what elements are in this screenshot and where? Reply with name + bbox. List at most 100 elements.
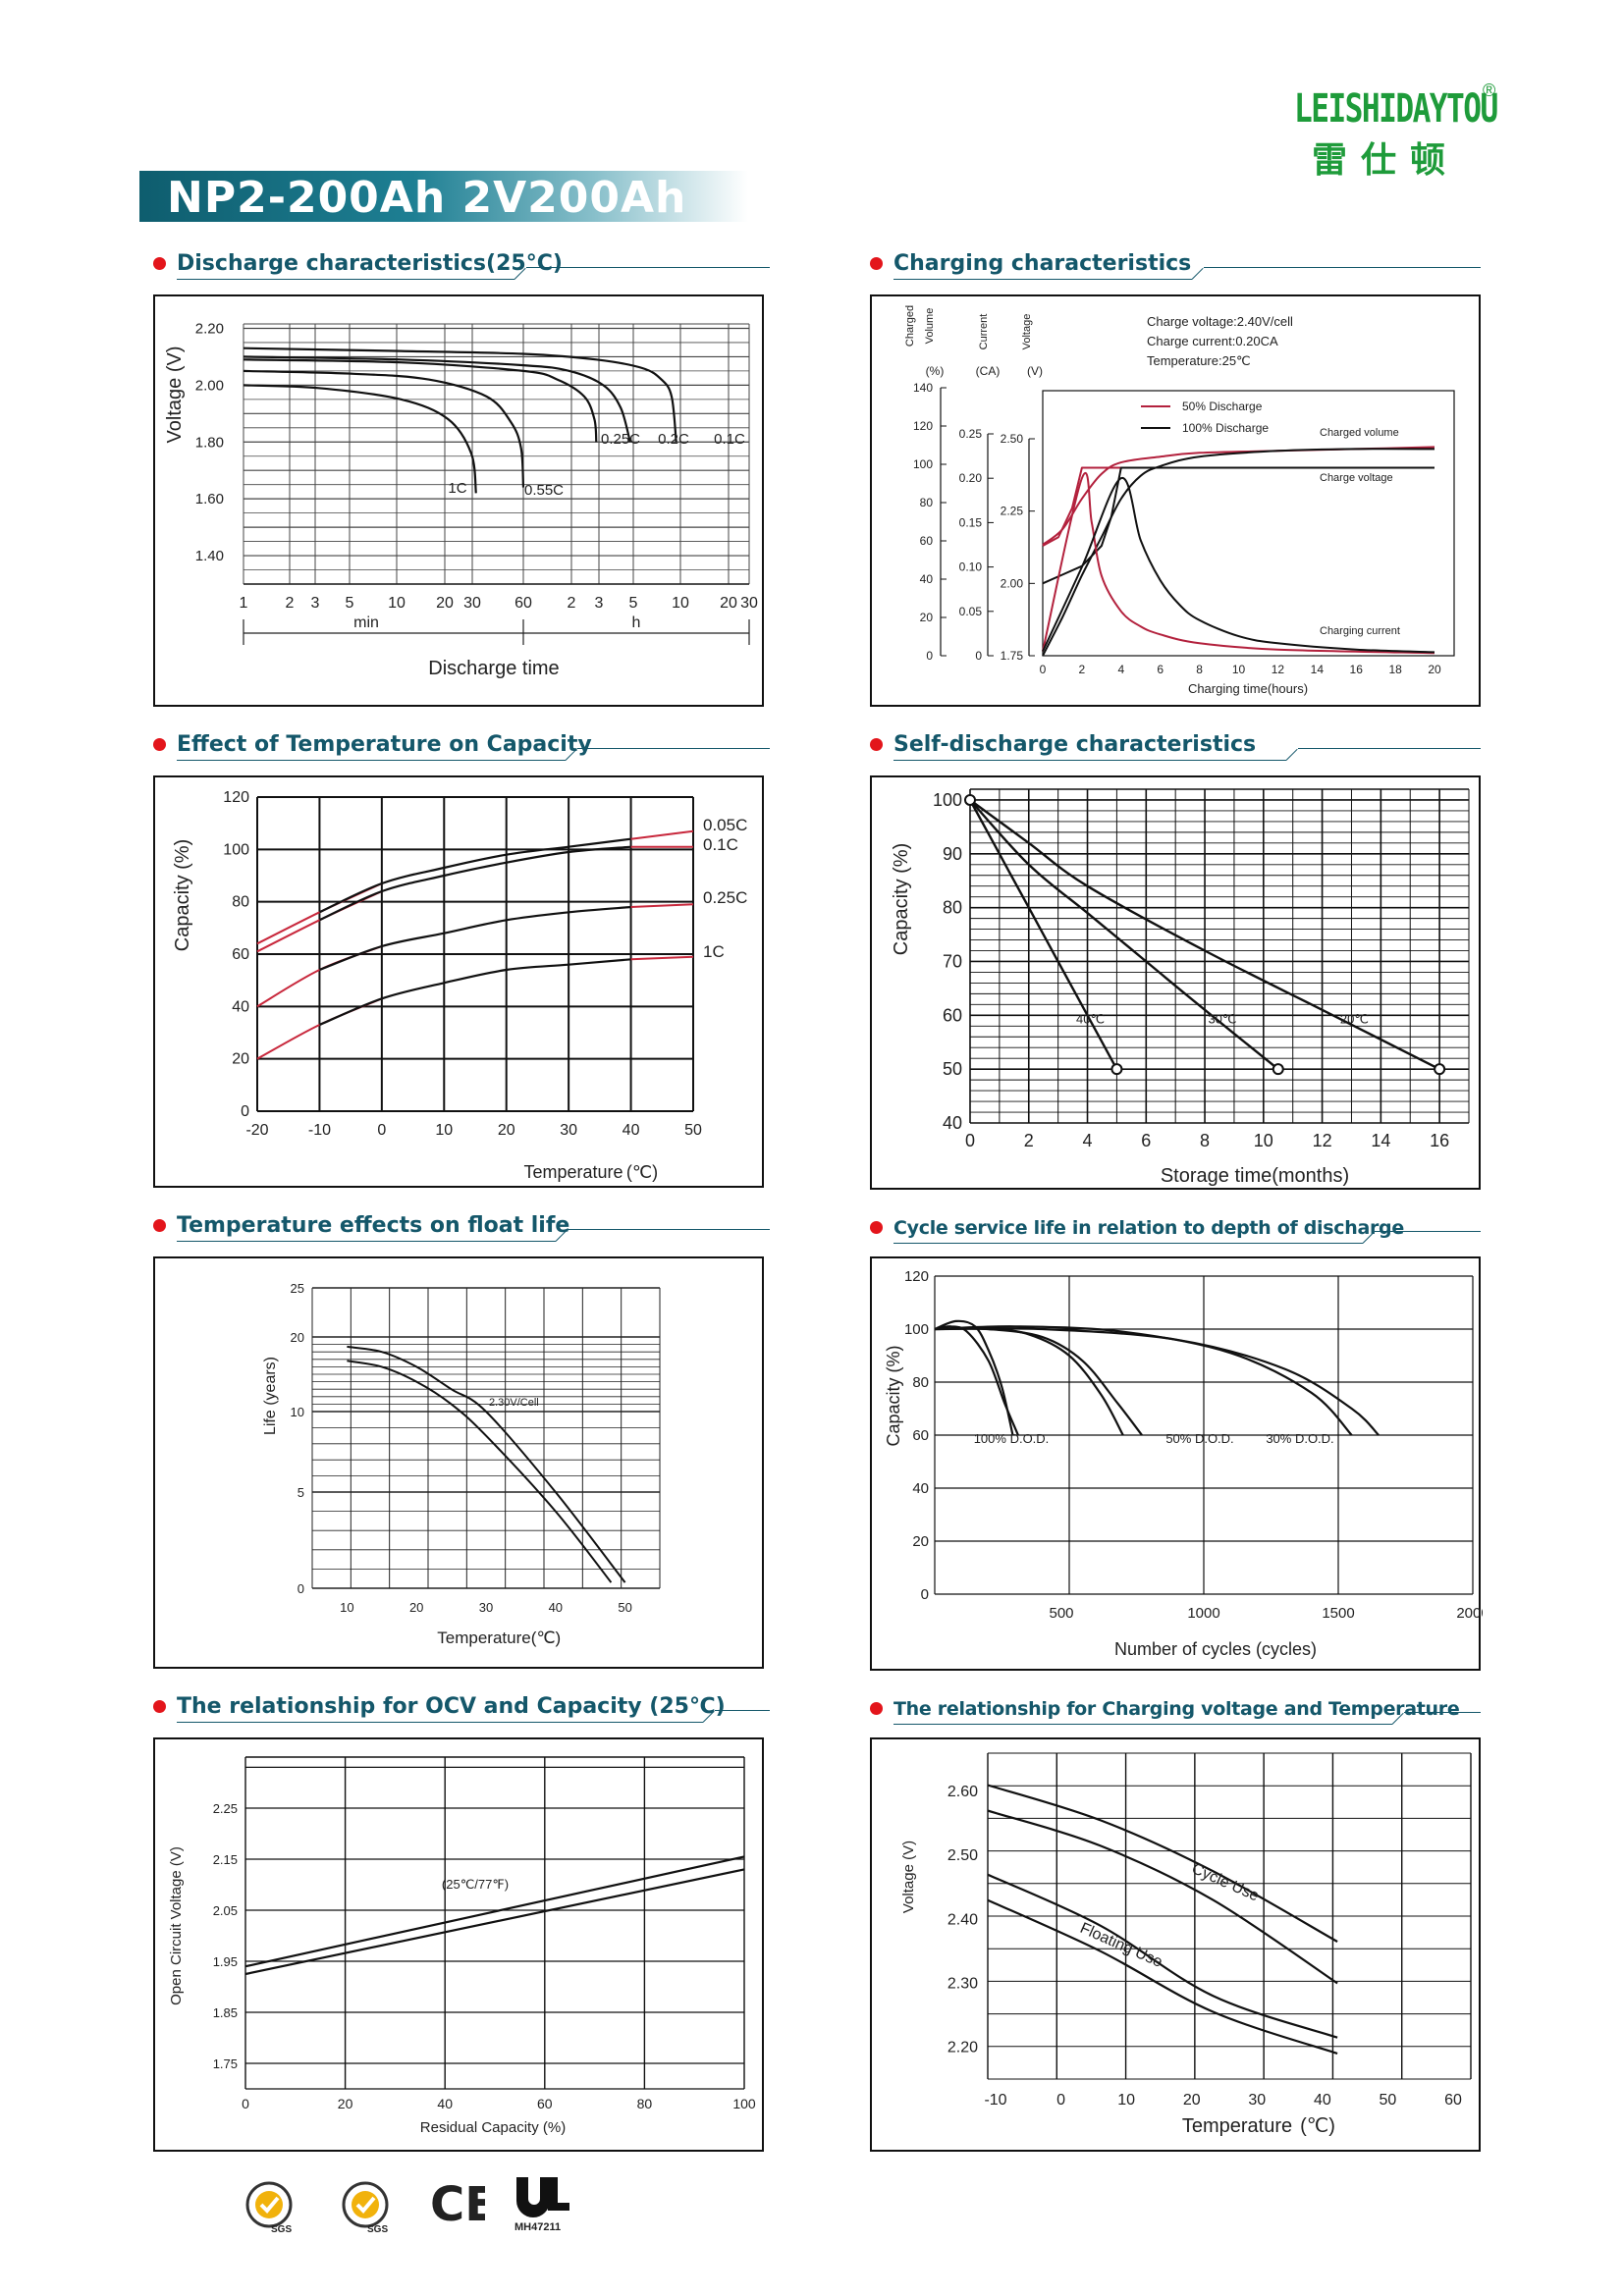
- y-tick-label: 10: [291, 1405, 304, 1419]
- y-tick-label: 1.60: [195, 491, 224, 507]
- charging-current-curve: [1042, 477, 1435, 654]
- x-tick-label: 0: [1056, 2092, 1065, 2109]
- y-tick-label: 2.30: [947, 1975, 978, 1992]
- x-axis-title: Number of cycles (cycles): [1114, 1639, 1317, 1659]
- self-discharge-line: [969, 799, 1279, 1071]
- y-tick-label: 0: [298, 1581, 304, 1596]
- float-life-chart-panel: 25 20 10 5 0 10 20 30 40 50 Life (years) Temperatur…: [153, 1256, 764, 1669]
- y-axis-title: Capacity (%): [891, 843, 912, 955]
- curve-label: Charged volume: [1320, 427, 1399, 439]
- temp-capacity-curve-0_25C: [319, 905, 631, 972]
- curve-label: Charge voltage: [1320, 472, 1393, 484]
- cycle-life-curve: [934, 1319, 1014, 1436]
- x-tick-label: 20: [498, 1122, 515, 1139]
- y-tick-label: 70: [943, 951, 962, 971]
- x-tick-label: 40: [549, 1600, 563, 1615]
- section-bullet-icon: [870, 738, 883, 751]
- start-marker: [964, 793, 976, 806]
- charge-voltage-curve: [987, 1873, 1338, 2039]
- charge-voltage-curve: [987, 1809, 1338, 1985]
- brand-logo-chinese: 雷仕顿: [1312, 140, 1460, 181]
- section-underline-slant: [1191, 267, 1204, 280]
- y-axis-title: Open Circuit Voltage (V): [168, 1846, 185, 2005]
- axis-header-volume: Volume: [924, 308, 936, 345]
- section-underline-tail: [526, 267, 770, 268]
- x-tick-label: 20: [338, 2096, 353, 2111]
- ocv-line-upper: [244, 1855, 745, 1968]
- x-tick-label: 5: [346, 595, 354, 612]
- section-underline-tail: [1298, 748, 1481, 749]
- x-tick-label: 500: [1049, 1605, 1073, 1622]
- discharge-chart: 2.202.001.801.601.401 2 3 5 10 20 30 60 2 3 5 10 20 3…: [164, 320, 758, 679]
- temp-capacity-chart-panel: 120 100 80 60 40 20 0 -20 -10 0 10 20 30 40 50 Capacity…: [153, 775, 764, 1188]
- section-underline: [177, 1241, 556, 1242]
- voltage-tick-label: 1.75: [1001, 649, 1024, 663]
- y-tick-label: 20: [291, 1330, 304, 1345]
- y-tick-label: 2.50: [947, 1847, 978, 1864]
- curve-label: 1C: [448, 480, 466, 497]
- section-underline: [893, 760, 1286, 761]
- float-life-curve-upper: [347, 1345, 626, 1583]
- x-tick-label: 20: [720, 595, 737, 612]
- axis-header-current: Current: [978, 314, 990, 350]
- y-tick-label: 2.20: [947, 2039, 978, 2056]
- page-title: NP2-200Ah 2V200Ah: [167, 173, 687, 223]
- charge-voltage-curve: [987, 1898, 1338, 2056]
- y-axis-title: Life (years): [262, 1357, 279, 1435]
- x-axis-title: Storage time(months): [1161, 1165, 1349, 1187]
- percent-tick-label: 60: [920, 534, 934, 548]
- y-tick-label: 1.85: [213, 2005, 238, 2020]
- current-tick-label: 0.20: [959, 471, 983, 485]
- x-tick-label: 6: [1141, 1131, 1151, 1150]
- temp-capacity-curve-0_05C: [318, 837, 631, 914]
- current-tick-label: 0.25: [959, 427, 983, 441]
- curve-label: 40℃: [1076, 1012, 1105, 1027]
- section-underline-tail: [715, 1710, 770, 1711]
- x-tick-label: 14: [1371, 1131, 1390, 1150]
- voltage-tick-label: 2.50: [1001, 432, 1024, 446]
- section-title-ocv: The relationship for OCV and Capacity (2…: [177, 1694, 726, 1719]
- current-tick-label: 0.10: [959, 561, 983, 574]
- x-tick-label: 60: [1444, 2092, 1462, 2109]
- dod-label: 100% D.O.D.: [974, 1431, 1050, 1446]
- y-tick-label: 1.80: [195, 434, 224, 451]
- y-tick-label: 100: [223, 841, 249, 858]
- x-tick-label: 1: [240, 595, 248, 612]
- x-tick-label: 40: [1314, 2092, 1331, 2109]
- temp-capacity-chart: 120 100 80 60 40 20 0 -20 -10 0 10 20 30 40 50 Capacity…: [172, 789, 747, 1182]
- percent-tick-label: 80: [920, 496, 934, 509]
- x-tick-label: -10: [984, 2092, 1006, 2109]
- y-tick-label: 25: [291, 1281, 304, 1296]
- x-tick-label: 50: [1380, 2092, 1397, 2109]
- x-axis-title: Temperature: [1182, 2115, 1292, 2137]
- x-tick-label: 20: [1428, 663, 1441, 676]
- section-bullet-icon: [153, 257, 166, 270]
- percent-tick-label: 0: [926, 649, 933, 663]
- x-tick-label: 0: [377, 1122, 386, 1139]
- y-tick-label: 1.40: [195, 548, 224, 564]
- charge-note: Charge voltage:2.40V/cell: [1147, 314, 1293, 329]
- percent-tick-label: 20: [920, 611, 934, 624]
- self-discharge-line: [968, 799, 1118, 1070]
- x-tick-label: 12: [1313, 1131, 1332, 1150]
- x-tick-label: 2: [1024, 1131, 1034, 1150]
- section-underline: [893, 1243, 1363, 1244]
- x-tick-label: 60: [514, 595, 532, 612]
- section-title-temp-capacity: Effect of Temperature on Capacity: [177, 732, 592, 757]
- y-tick-label: 2.20: [195, 320, 224, 337]
- x-tick-label: 10: [1117, 2092, 1135, 2109]
- y-tick-label: 60: [232, 946, 249, 963]
- charge-voltage-curve: [987, 1784, 1338, 1943]
- charged-volume-curve: [1042, 446, 1435, 546]
- x-tick-label: 1000: [1187, 1605, 1219, 1622]
- y-tick-label: 40: [912, 1480, 929, 1497]
- cycle-life-curve: [934, 1325, 1019, 1436]
- x-tick-label: 40: [437, 2096, 453, 2111]
- charge-note: Charge current:0.20CA: [1147, 334, 1278, 348]
- section-underline: [177, 760, 566, 761]
- x-tick-label: 30: [479, 1600, 493, 1615]
- x-tick-label: 60: [537, 2096, 553, 2111]
- charge-voltage-chart-panel: 2.60 2.50 2.40 2.30 2.20 -10 0 10 20 30 40 50 60 Volt…: [870, 1737, 1481, 2152]
- x-tick-label: 30: [463, 595, 481, 612]
